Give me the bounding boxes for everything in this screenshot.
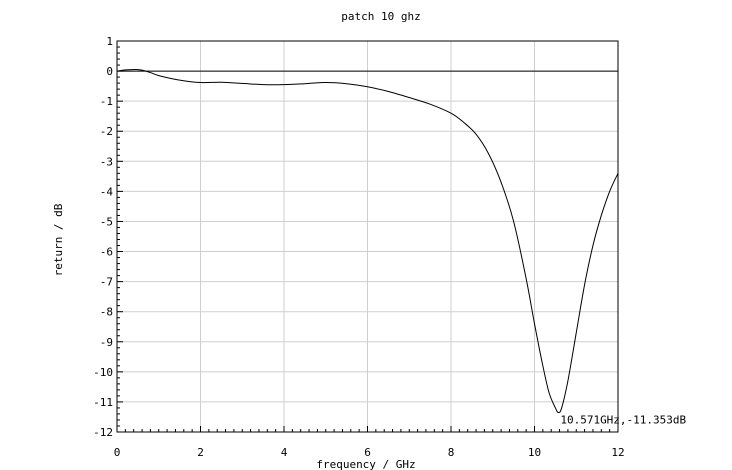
minimum-marker-label: 10.571GHz,-11.353dB: [560, 414, 686, 427]
x-tick-label: 8: [448, 446, 455, 459]
y-tick-label: -12: [93, 426, 113, 439]
y-tick-label: -8: [100, 306, 113, 319]
grid: [117, 41, 618, 432]
x-tick-label: 10: [528, 446, 541, 459]
x-tick-label: 6: [364, 446, 371, 459]
y-tick-label: -9: [100, 336, 113, 349]
x-axis-label: frequency / GHz: [316, 458, 415, 470]
y-axis-label: return / dB: [52, 203, 65, 276]
y-tick-label: -2: [100, 125, 113, 138]
y-tick-label: -4: [100, 185, 114, 198]
y-tick-label: -5: [100, 215, 113, 228]
chart-title: patch 10 ghz: [341, 10, 420, 23]
axis-ticks: 10-1-2-3-4-5-6-7-8-9-10-11-120 2 4 6 8 10 12: [93, 35, 625, 459]
x-tick-label: 0: [114, 446, 121, 459]
series-line: [116, 69, 619, 414]
x-tick-label: 2: [197, 446, 204, 459]
y-tick-label: 1: [106, 35, 113, 48]
y-tick-label: -10: [93, 366, 113, 379]
y-tick-label: -3: [100, 155, 113, 168]
y-tick-label: 0: [106, 65, 113, 78]
x-tick-label: 12: [611, 446, 624, 459]
y-tick-label: -6: [100, 246, 113, 259]
y-tick-label: -7: [100, 276, 113, 289]
x-tick-label: 4: [281, 446, 288, 459]
y-tick-label: -11: [93, 396, 113, 409]
y-tick-label: -1: [100, 95, 113, 108]
